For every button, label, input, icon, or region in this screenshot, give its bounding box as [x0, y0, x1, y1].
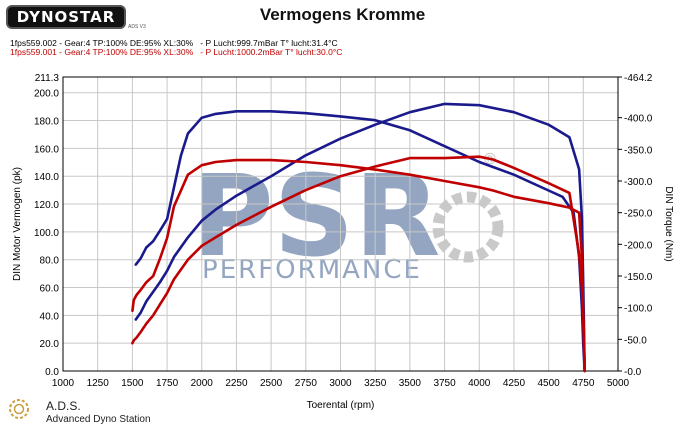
x-tick-label: 3500	[399, 378, 422, 389]
y-tick-label: 80.0	[40, 256, 60, 267]
y-tick-label: 180.0	[34, 117, 59, 128]
ads-gear-icon	[9, 399, 29, 419]
x-tick-label: 1500	[121, 378, 144, 389]
y2-tick-label: -100.0	[624, 304, 653, 315]
dynostar-logo: DYNOSTAR	[6, 5, 126, 29]
x-axis-title: Toerental (rpm)	[307, 400, 375, 411]
chart-title: Vermogens Kromme	[259, 5, 426, 24]
x-tick-label: 2000	[191, 378, 214, 389]
y-tick-label: 160.0	[34, 144, 59, 155]
y2-tick-label: -150.0	[624, 272, 653, 283]
y-tick-label: 140.0	[34, 172, 59, 183]
x-tick-label: 2500	[260, 378, 283, 389]
y2-tick-label: -50.0	[624, 335, 647, 346]
plot-frame	[62, 76, 619, 372]
ads-subtitle: Advanced Dyno Station	[46, 414, 151, 425]
x-tick-label: 1000	[52, 378, 75, 389]
x-tick-label: 5000	[607, 378, 630, 389]
x-tick-label: 4750	[572, 378, 595, 389]
x-tick-label: 1750	[156, 378, 179, 389]
x-tick-label: 1250	[87, 378, 110, 389]
x-tick-label: 3750	[433, 378, 456, 389]
y-tick-label: 60.0	[40, 284, 60, 295]
y-tick-label: 40.0	[40, 311, 60, 322]
y2-tick-label: -350.0	[624, 145, 653, 156]
logo-subtext: ADS V3	[128, 24, 146, 30]
logo-text: DYNOSTAR	[16, 8, 116, 26]
series-line-4-torque	[131, 158, 587, 373]
y-tick-label: 100.0	[34, 228, 59, 239]
series-line-1-power	[134, 102, 587, 373]
y-tick-label: 200.0	[34, 89, 59, 100]
y2-tick-label: -464.2	[624, 73, 653, 84]
y-tick-label: 0.0	[45, 367, 59, 378]
watermark-gear-icon	[432, 191, 504, 263]
y2-tick-label: -400.0	[624, 114, 653, 125]
y-tick-label: 20.0	[40, 339, 60, 350]
y2-tick-label: -250.0	[624, 209, 653, 220]
y2-tick-label: -0.0	[624, 367, 642, 378]
y-tick-label: 211.3	[35, 73, 60, 84]
x-tick-label: 2750	[295, 378, 318, 389]
y-tick-label: 120.0	[34, 200, 59, 211]
x-tick-label: 4500	[538, 378, 561, 389]
ads-brand: A.D.S.	[46, 399, 81, 413]
run-legend-1: 1fps559.002 - Gear:4 TP:100% DE:95% XL:3…	[10, 38, 338, 48]
grid	[62, 76, 619, 372]
x-tick-label: 4250	[503, 378, 526, 389]
y2-axis-title: DIN Torque (Nm)	[663, 186, 674, 261]
y2-tick-label: -200.0	[624, 240, 653, 251]
x-tick-label: 4000	[468, 378, 491, 389]
y2-tick-label: -300.0	[624, 177, 653, 188]
y-axis-title: DIN Motor Vermogen (pk)	[12, 167, 23, 281]
x-tick-label: 3250	[364, 378, 387, 389]
x-tick-label: 2250	[225, 378, 248, 389]
x-tick-label: 3000	[329, 378, 352, 389]
run-legend-2: 1fps559.001 - Gear:4 TP:100% DE:95% XL:3…	[10, 47, 343, 57]
series-line-3-power	[131, 155, 587, 373]
